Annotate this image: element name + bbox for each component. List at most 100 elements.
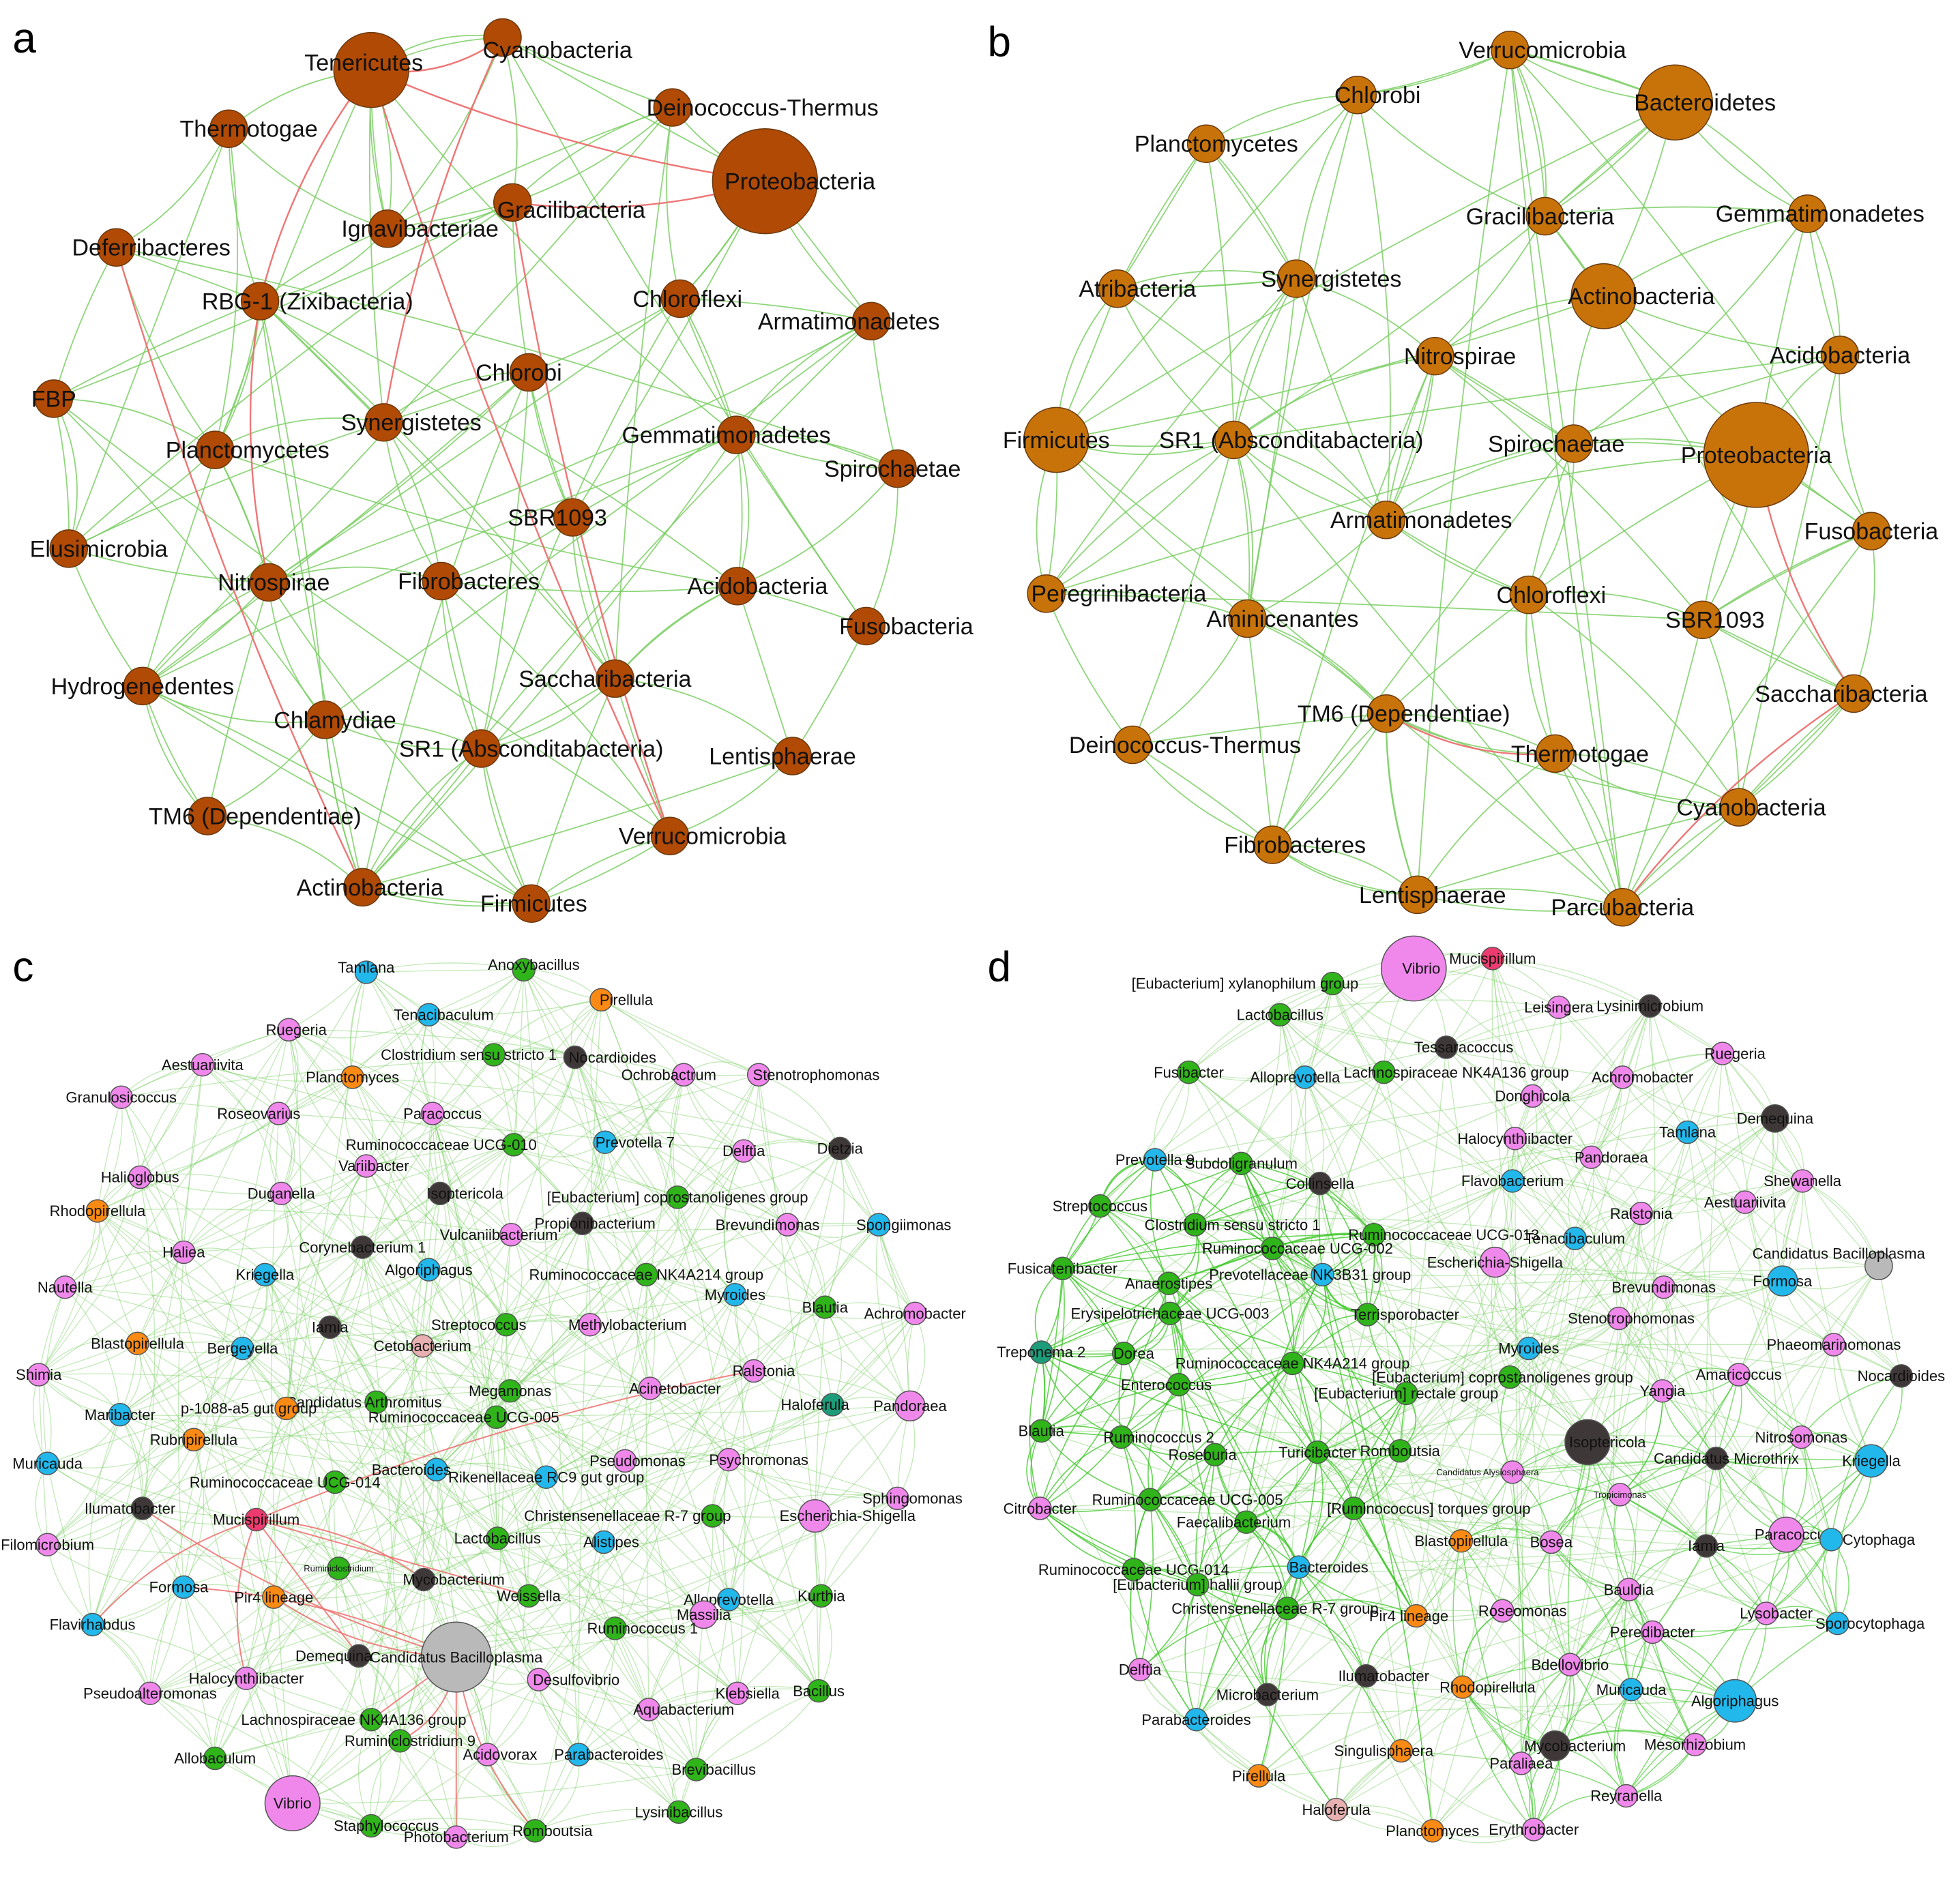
node-label: Megamonas	[469, 1383, 551, 1400]
positive-edge	[68, 449, 216, 550]
node: Parcubacteria	[1551, 887, 1694, 927]
node-circle	[1694, 1534, 1718, 1558]
positive-edge	[1839, 355, 1872, 532]
positive-edge	[878, 1224, 916, 1314]
node-circle	[665, 1185, 690, 1209]
positive-edge	[1272, 1247, 1872, 1462]
positive-edge	[193, 1439, 546, 1478]
positive-edge	[649, 1294, 735, 1389]
positive-edge	[1590, 1053, 1723, 1158]
positive-edge	[506, 1223, 583, 1325]
positive-edge	[137, 1294, 735, 1344]
positive-edge	[1641, 1202, 1746, 1215]
positive-edge	[1195, 983, 1333, 1720]
node-label: Tenacibaculum	[1525, 1230, 1625, 1247]
positive-edge	[502, 37, 673, 108]
node-label: Ruegeria	[1705, 1045, 1766, 1062]
node-label: Ruminococcaceae UCG-010	[346, 1136, 537, 1153]
node: Rubripirellula	[150, 1428, 238, 1452]
node: Filomicrobium	[1, 1533, 94, 1556]
positive-edge	[1386, 713, 1555, 754]
node-label: Lysinibacillus	[635, 1803, 723, 1820]
node-circle	[411, 1334, 435, 1358]
positive-edge	[1515, 1076, 1623, 1139]
positive-edge	[1399, 1450, 1513, 1473]
positive-edge	[582, 1223, 697, 1770]
node: Vibrio	[1380, 935, 1447, 1002]
node-circle	[1398, 875, 1437, 915]
positive-edge	[352, 1077, 649, 1710]
positive-edge	[362, 1247, 400, 1741]
positive-edge	[1040, 1384, 1179, 1432]
positive-edge	[1521, 1053, 1723, 1764]
positive-edge	[572, 517, 616, 679]
positive-edge	[97, 1014, 429, 1212]
node-label: TM6 (Dependentiae)	[1298, 701, 1510, 727]
node-circle	[354, 1154, 379, 1178]
node: Collinsella	[1286, 1171, 1355, 1196]
positive-edge	[1373, 1180, 1513, 1235]
positive-edge	[1040, 1351, 1300, 1568]
positive-edge	[268, 566, 442, 583]
node: Klebsiella	[716, 1681, 780, 1705]
positive-edge	[1357, 49, 1510, 96]
node-circle	[1525, 196, 1564, 236]
node-label: Mesorhizobium	[1644, 1736, 1746, 1754]
node-circle	[483, 18, 522, 57]
positive-edge	[1040, 1436, 1122, 1509]
node: Ilumatobacter	[85, 1496, 175, 1520]
node: Hydrogenedentes	[51, 666, 234, 706]
positive-edge	[1296, 278, 1436, 357]
node-circle	[1214, 420, 1253, 460]
node: Propionibacterium	[535, 1211, 656, 1236]
node-circle	[1710, 1041, 1735, 1065]
node: Singulisphaera	[1334, 1739, 1434, 1763]
positive-edge	[1652, 1612, 1767, 1638]
node-circle	[660, 279, 699, 319]
node-circle	[172, 1240, 196, 1265]
positive-edge	[1357, 94, 1546, 217]
node-circle	[1109, 1425, 1133, 1449]
node: Staphylococcus	[334, 1814, 439, 1838]
positive-edge	[839, 1148, 879, 1226]
positive-edge	[614, 678, 671, 837]
node-circle	[499, 1223, 523, 1247]
positive-edge	[47, 1544, 704, 1615]
node: Brevundimonas	[716, 1213, 819, 1237]
node-circle	[1229, 1151, 1253, 1176]
positive-edge	[1620, 1458, 1716, 1496]
positive-edge	[375, 1402, 488, 1755]
node: [Eubacterium] coprostanoligenes group	[547, 1185, 808, 1209]
positive-edge	[139, 1177, 156, 1509]
positive-edge	[1515, 1138, 1717, 1459]
node-label: Stenotrophomonas	[1568, 1310, 1695, 1327]
positive-edge	[604, 1142, 647, 1275]
positive-edge	[1528, 1348, 1663, 1391]
node: Nitrospirae	[218, 563, 330, 602]
positive-edge	[370, 1579, 424, 1720]
positive-edge	[439, 1193, 604, 1543]
positive-edge	[538, 1679, 649, 1711]
positive-edge	[1279, 1014, 1513, 1182]
positive-edge	[286, 1408, 679, 1813]
node: Planctomycetes	[1135, 124, 1298, 163]
positive-edge	[637, 1274, 651, 1389]
positive-edge	[1555, 752, 1740, 808]
positive-edge	[1554, 753, 1624, 908]
positive-edge	[387, 37, 503, 229]
node-label: Candidatus Bacilloplasma	[370, 1649, 543, 1666]
node: SBR1093	[508, 498, 607, 537]
node: Formosa	[1753, 1265, 1813, 1297]
node: Yangia	[1639, 1379, 1686, 1403]
positive-edge	[1573, 213, 1809, 445]
positive-edge	[47, 1508, 143, 1546]
positive-edge	[1332, 983, 1620, 1319]
positive-edge	[1291, 1314, 1368, 1364]
node-label: Paracoccus	[403, 1105, 482, 1122]
positive-edge	[1169, 1224, 1199, 1314]
node-circle	[1754, 1601, 1779, 1625]
node: Pseudoalteromonas	[83, 1681, 217, 1705]
node-label: Mucispirillum	[1449, 950, 1536, 967]
node-circle	[1186, 124, 1226, 163]
